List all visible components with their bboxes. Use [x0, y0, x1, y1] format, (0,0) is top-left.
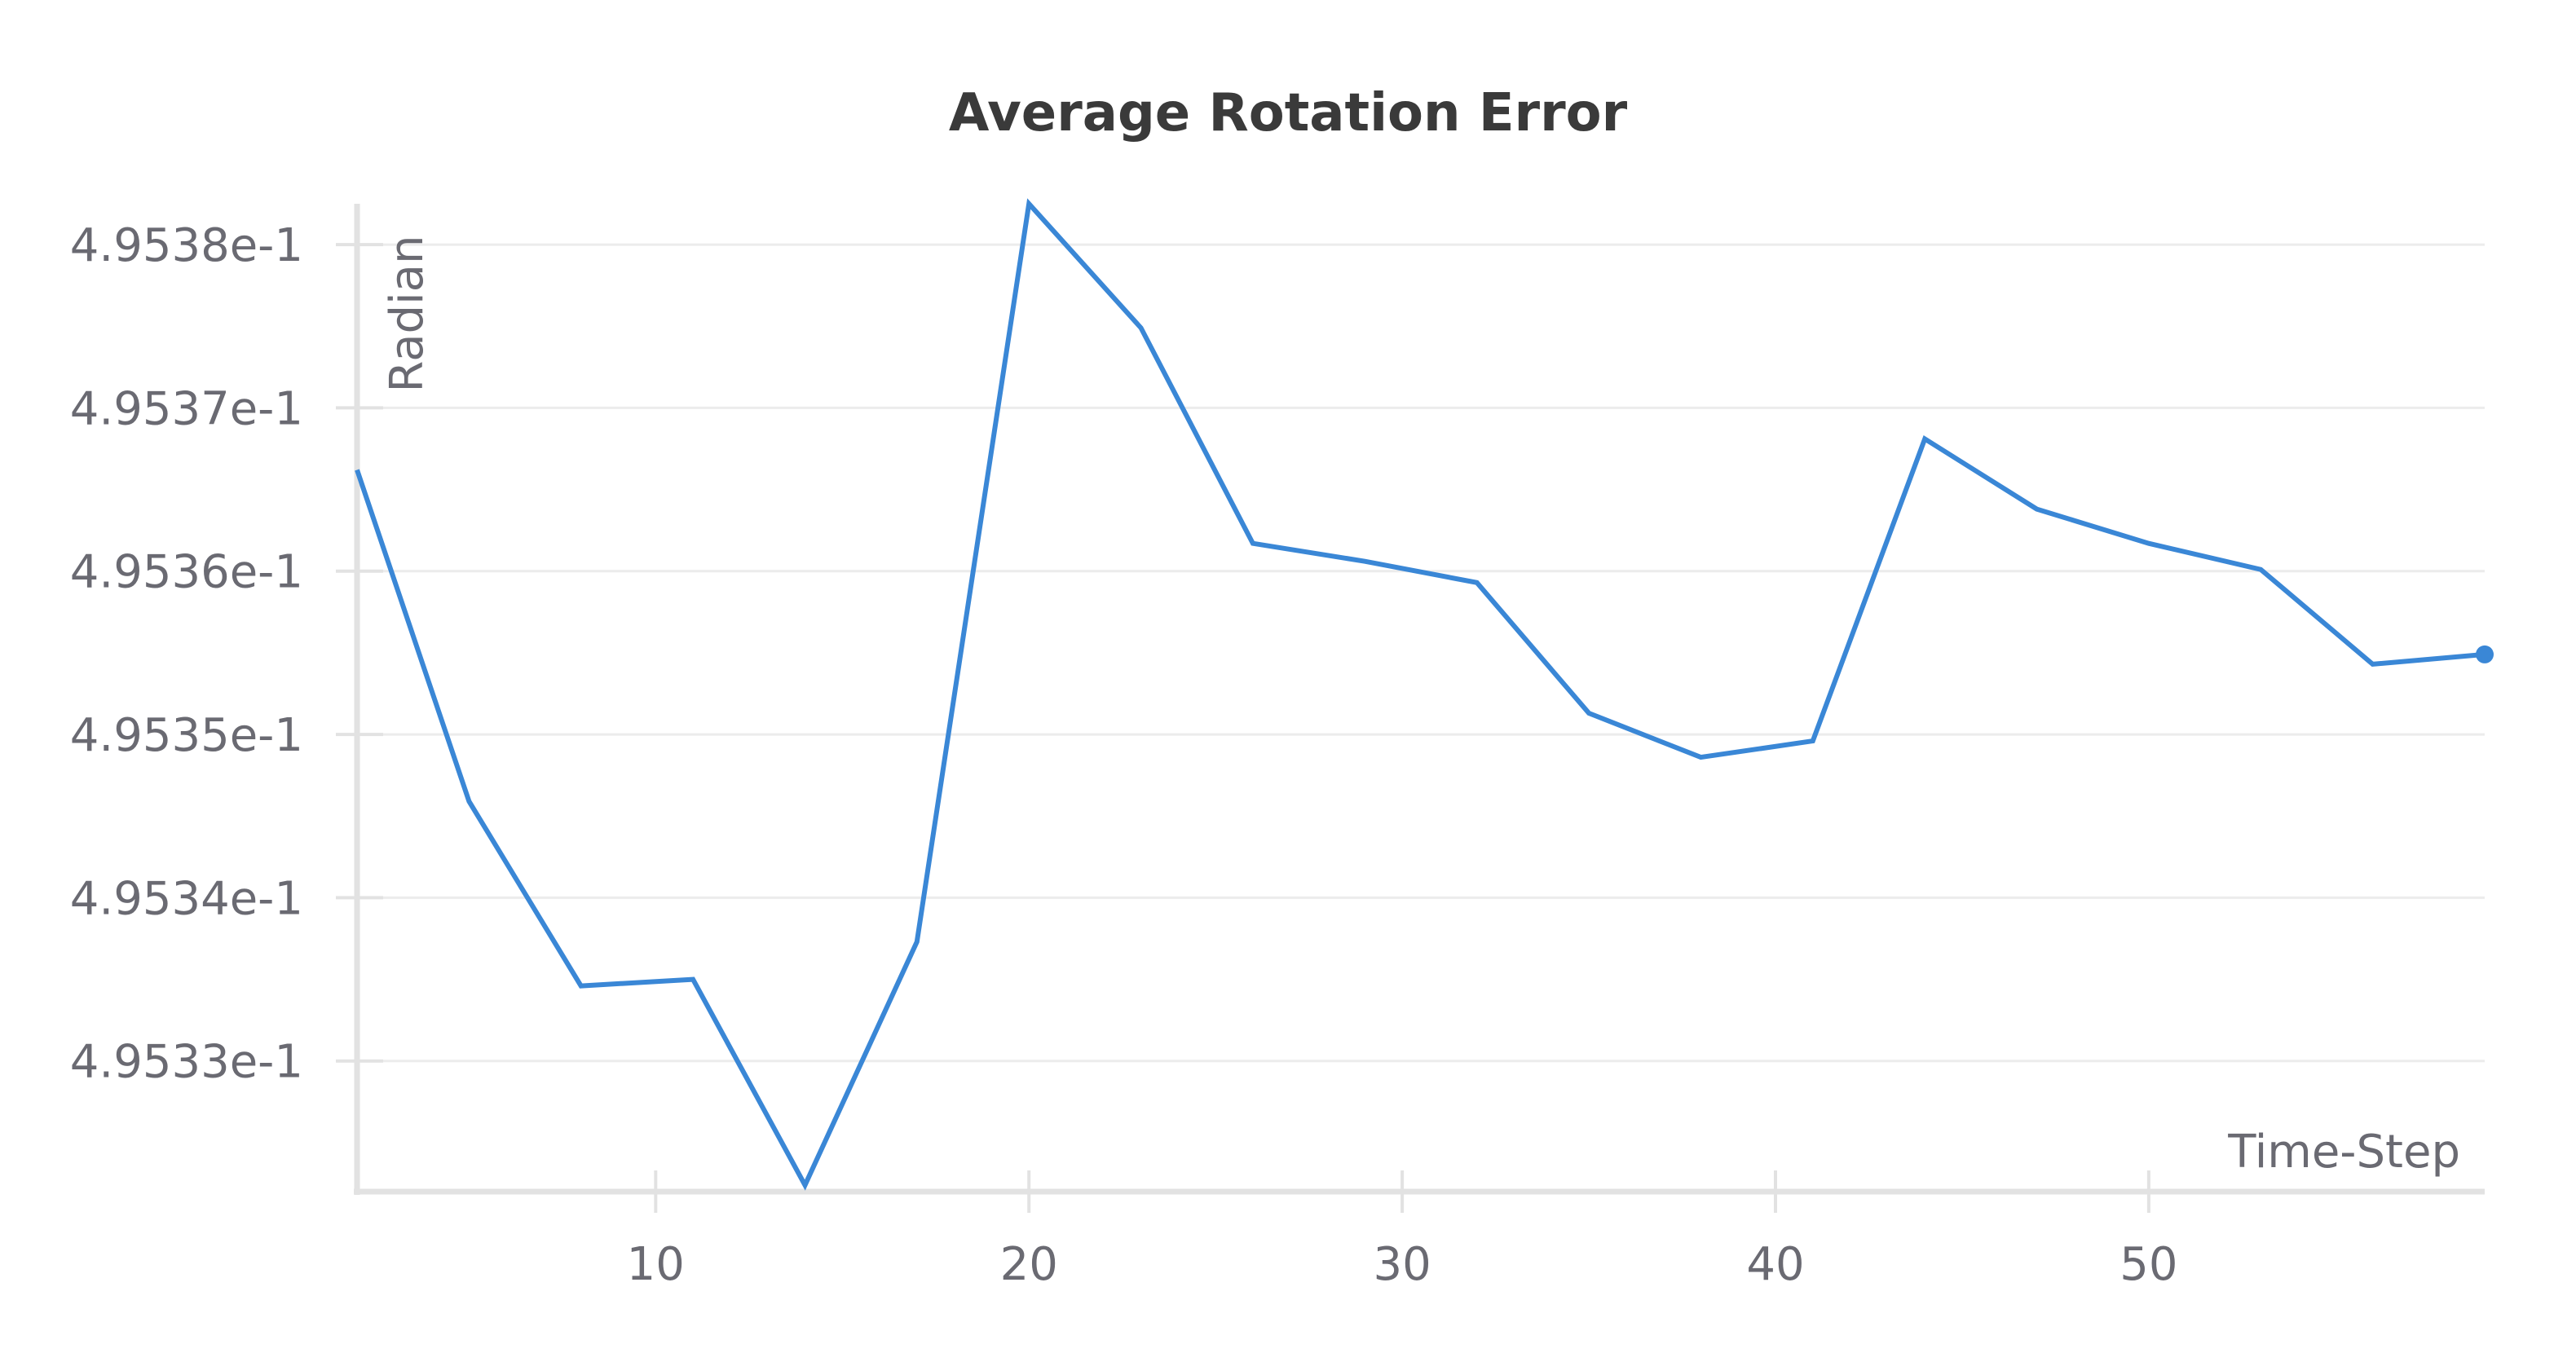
- x-tick-label: 40: [1746, 1238, 1804, 1291]
- y-axis-label: Radian: [381, 236, 434, 393]
- axes: [354, 204, 2485, 1195]
- y-axis-ticks: 4.9533e-1 4.9534e-1 4.9535e-1 4.9536e-1 4.95…: [70, 219, 383, 1089]
- y-tick-label: 4.9534e-1: [70, 872, 303, 925]
- y-tick-label: 4.9535e-1: [70, 709, 303, 762]
- grid: [357, 243, 2485, 1063]
- series-line: [355, 198, 2486, 1191]
- y-tick-label: 4.9533e-1: [70, 1036, 303, 1089]
- x-tick-label: 50: [2119, 1238, 2177, 1291]
- x-tick-label: 10: [627, 1238, 685, 1291]
- series-end-point: [2476, 645, 2494, 663]
- series: [355, 198, 2494, 1191]
- x-axis-label: Time-Step: [2227, 1126, 2460, 1179]
- x-tick-label: 30: [1373, 1238, 1431, 1291]
- y-tick-label: 4.9538e-1: [70, 219, 303, 272]
- x-tick-label: 20: [1000, 1238, 1058, 1291]
- chart-title: Average Rotation Error: [949, 83, 1628, 143]
- y-tick-label: 4.9537e-1: [70, 382, 303, 435]
- y-tick-label: 4.9536e-1: [70, 546, 303, 599]
- x-axis-ticks: 10 20 30 40 50: [627, 1170, 2178, 1291]
